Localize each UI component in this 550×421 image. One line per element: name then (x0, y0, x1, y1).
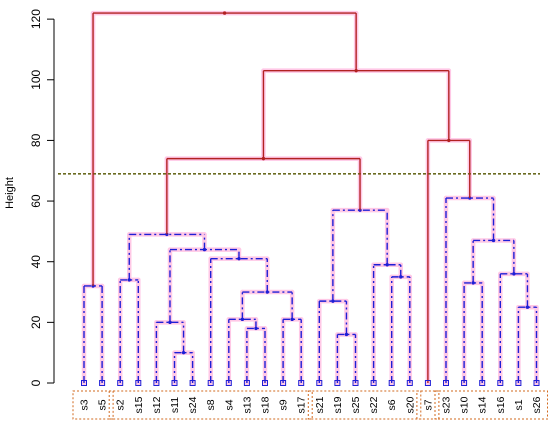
leaf-label: s25 (350, 396, 362, 413)
y-tick-label: 100 (29, 69, 43, 89)
cluster-box (416, 390, 440, 420)
leaf-marker (424, 380, 431, 386)
y-axis: 0 20 40 60 80 100 120 (29, 9, 55, 386)
cluster-box (108, 390, 313, 420)
leaf-marker (298, 380, 305, 386)
branch-layer (81, 11, 540, 386)
leaf-label: s21 (314, 396, 326, 413)
leaf-marker (515, 380, 522, 386)
leaf-marker (316, 380, 323, 386)
leaf-label: s3 (79, 399, 91, 410)
leaf-label: s1 (513, 399, 525, 410)
leaf-marker (225, 380, 232, 386)
leaf-label: s19 (332, 396, 344, 413)
leaf-marker (406, 380, 413, 386)
leaf-marker (443, 380, 449, 386)
leaf-label: s7 (422, 399, 434, 410)
leaf-marker (243, 380, 250, 386)
leaf-marker (479, 380, 486, 386)
leaf-marker (81, 380, 87, 386)
leaf-label: s16 (495, 396, 507, 413)
leaf-marker (171, 380, 178, 386)
leaf-label: s22 (368, 396, 380, 413)
cluster-box (72, 390, 114, 420)
leaf-marker (153, 380, 160, 386)
leaf-marker (388, 380, 395, 386)
y-tick-label: 60 (29, 194, 43, 208)
leaf-marker (497, 380, 504, 386)
leaf-marker (117, 380, 124, 386)
cluster-box-layer (72, 390, 548, 420)
leaf-marker (207, 380, 214, 386)
leaf-label: s4 (223, 399, 235, 410)
merge-point (354, 68, 358, 73)
leaf-label: s13 (241, 396, 253, 413)
leaf-label: s9 (278, 399, 290, 410)
leaf-label: s8 (205, 399, 217, 410)
leaf-marker (352, 380, 359, 386)
y-tick-label: 0 (29, 379, 43, 386)
leaf-label: s26 (531, 396, 543, 413)
y-tick-label: 80 (29, 133, 43, 147)
leaf-marker (262, 380, 268, 386)
merge-point (222, 11, 227, 15)
leaf-label: s18 (260, 396, 272, 413)
leaf-label: s10 (459, 396, 471, 413)
leaf-label: s17 (296, 396, 308, 413)
leaf-label: s11 (169, 397, 181, 413)
leaf-marker (189, 380, 196, 386)
leaf-marker (280, 380, 287, 386)
leaf-marker (135, 380, 142, 386)
leaf-marker (533, 380, 540, 386)
leaf-marker (334, 380, 341, 386)
leaf-label: s24 (187, 396, 199, 413)
leaf-label: s23 (441, 396, 453, 413)
leaf-label: s15 (133, 396, 145, 413)
y-tick-label: 40 (29, 255, 43, 269)
leaf-label: s20 (404, 396, 416, 413)
leaf-marker (370, 380, 377, 386)
leaf-marker (461, 380, 468, 386)
y-tick-label: 20 (29, 315, 43, 329)
leaf-label: s5 (97, 399, 109, 410)
leaf-label: s12 (151, 396, 163, 413)
y-axis-label: Height (4, 177, 16, 209)
leaf-marker (99, 380, 106, 386)
leaf-label-layer: s3 s5 s2 s15 s12 s11 s24 s8 s4 s13 s18 s9 s17 s21 s19 s… (79, 396, 544, 413)
cluster-box (307, 390, 422, 420)
leaf-label: s6 (386, 399, 398, 410)
y-tick-label: 120 (29, 9, 43, 29)
leaf-label: s14 (477, 396, 489, 413)
cluster-box (434, 390, 548, 420)
leaf-label: s2 (115, 399, 127, 410)
